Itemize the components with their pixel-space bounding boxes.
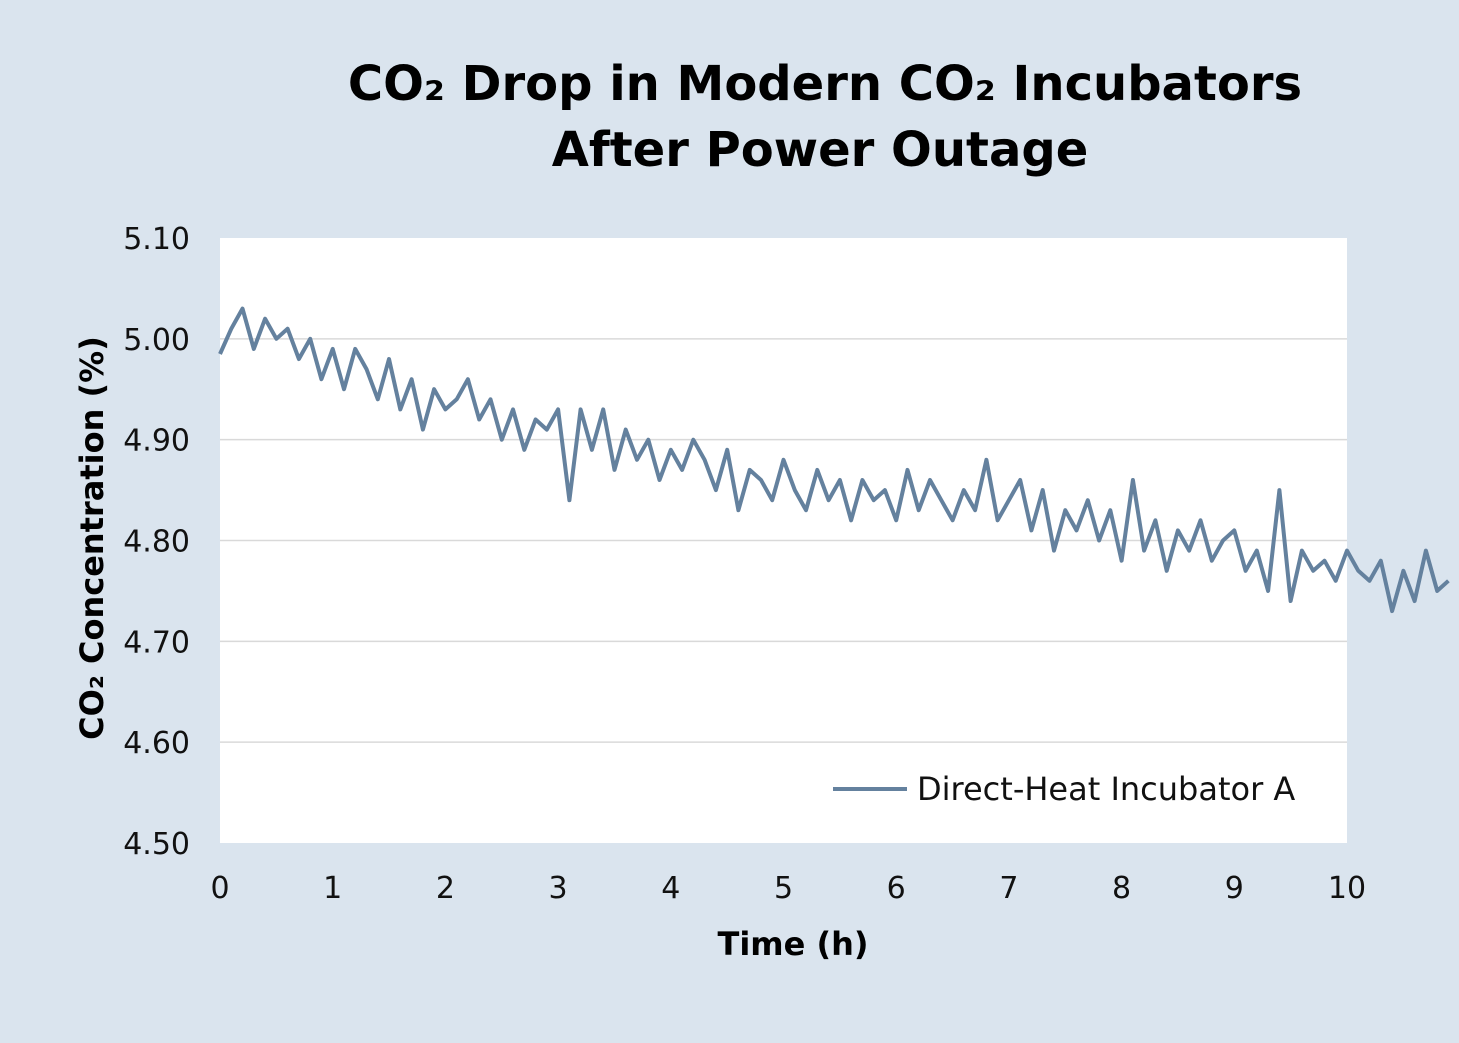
x-tick-label: 1 [323,871,342,906]
x-tick-label: 8 [1112,871,1131,906]
y-axis-label: CO₂ Concentration (%) [73,336,111,740]
y-tick-label: 4.80 [123,525,190,560]
x-axis-ticks: 0 1 2 3 4 5 6 7 8 9 10 [210,871,1366,906]
x-tick-label: 3 [549,871,568,906]
y-tick-label: 5.10 [123,222,190,257]
y-tick-label: 4.50 [123,827,190,862]
y-tick-label: 4.90 [123,424,190,459]
x-tick-label: 10 [1328,871,1366,906]
x-axis-label: Time (h) [717,925,868,963]
series-line-direct-heat-incubator-a [218,306,1450,614]
y-tick-label: 5.00 [123,323,190,358]
y-tick-label: 4.70 [123,625,190,660]
chart-title-line-1: CO₂ Drop in Modern CO₂ Incubators [348,56,1302,112]
x-tick-label: 6 [887,871,906,906]
x-tick-label: 5 [774,871,793,906]
x-tick-label: 7 [999,871,1018,906]
y-axis-ticks: 4.50 4.60 4.70 4.80 4.90 5.00 5.10 [123,222,190,862]
y-tick-label: 4.60 [123,726,190,761]
x-tick-label: 9 [1225,871,1244,906]
x-tick-label: 2 [436,871,455,906]
x-tick-label: 0 [210,871,229,906]
chart-title-line-2: After Power Outage [552,122,1089,178]
x-tick-label: 4 [661,871,680,906]
legend-label: Direct-Heat Incubator A [917,770,1295,808]
